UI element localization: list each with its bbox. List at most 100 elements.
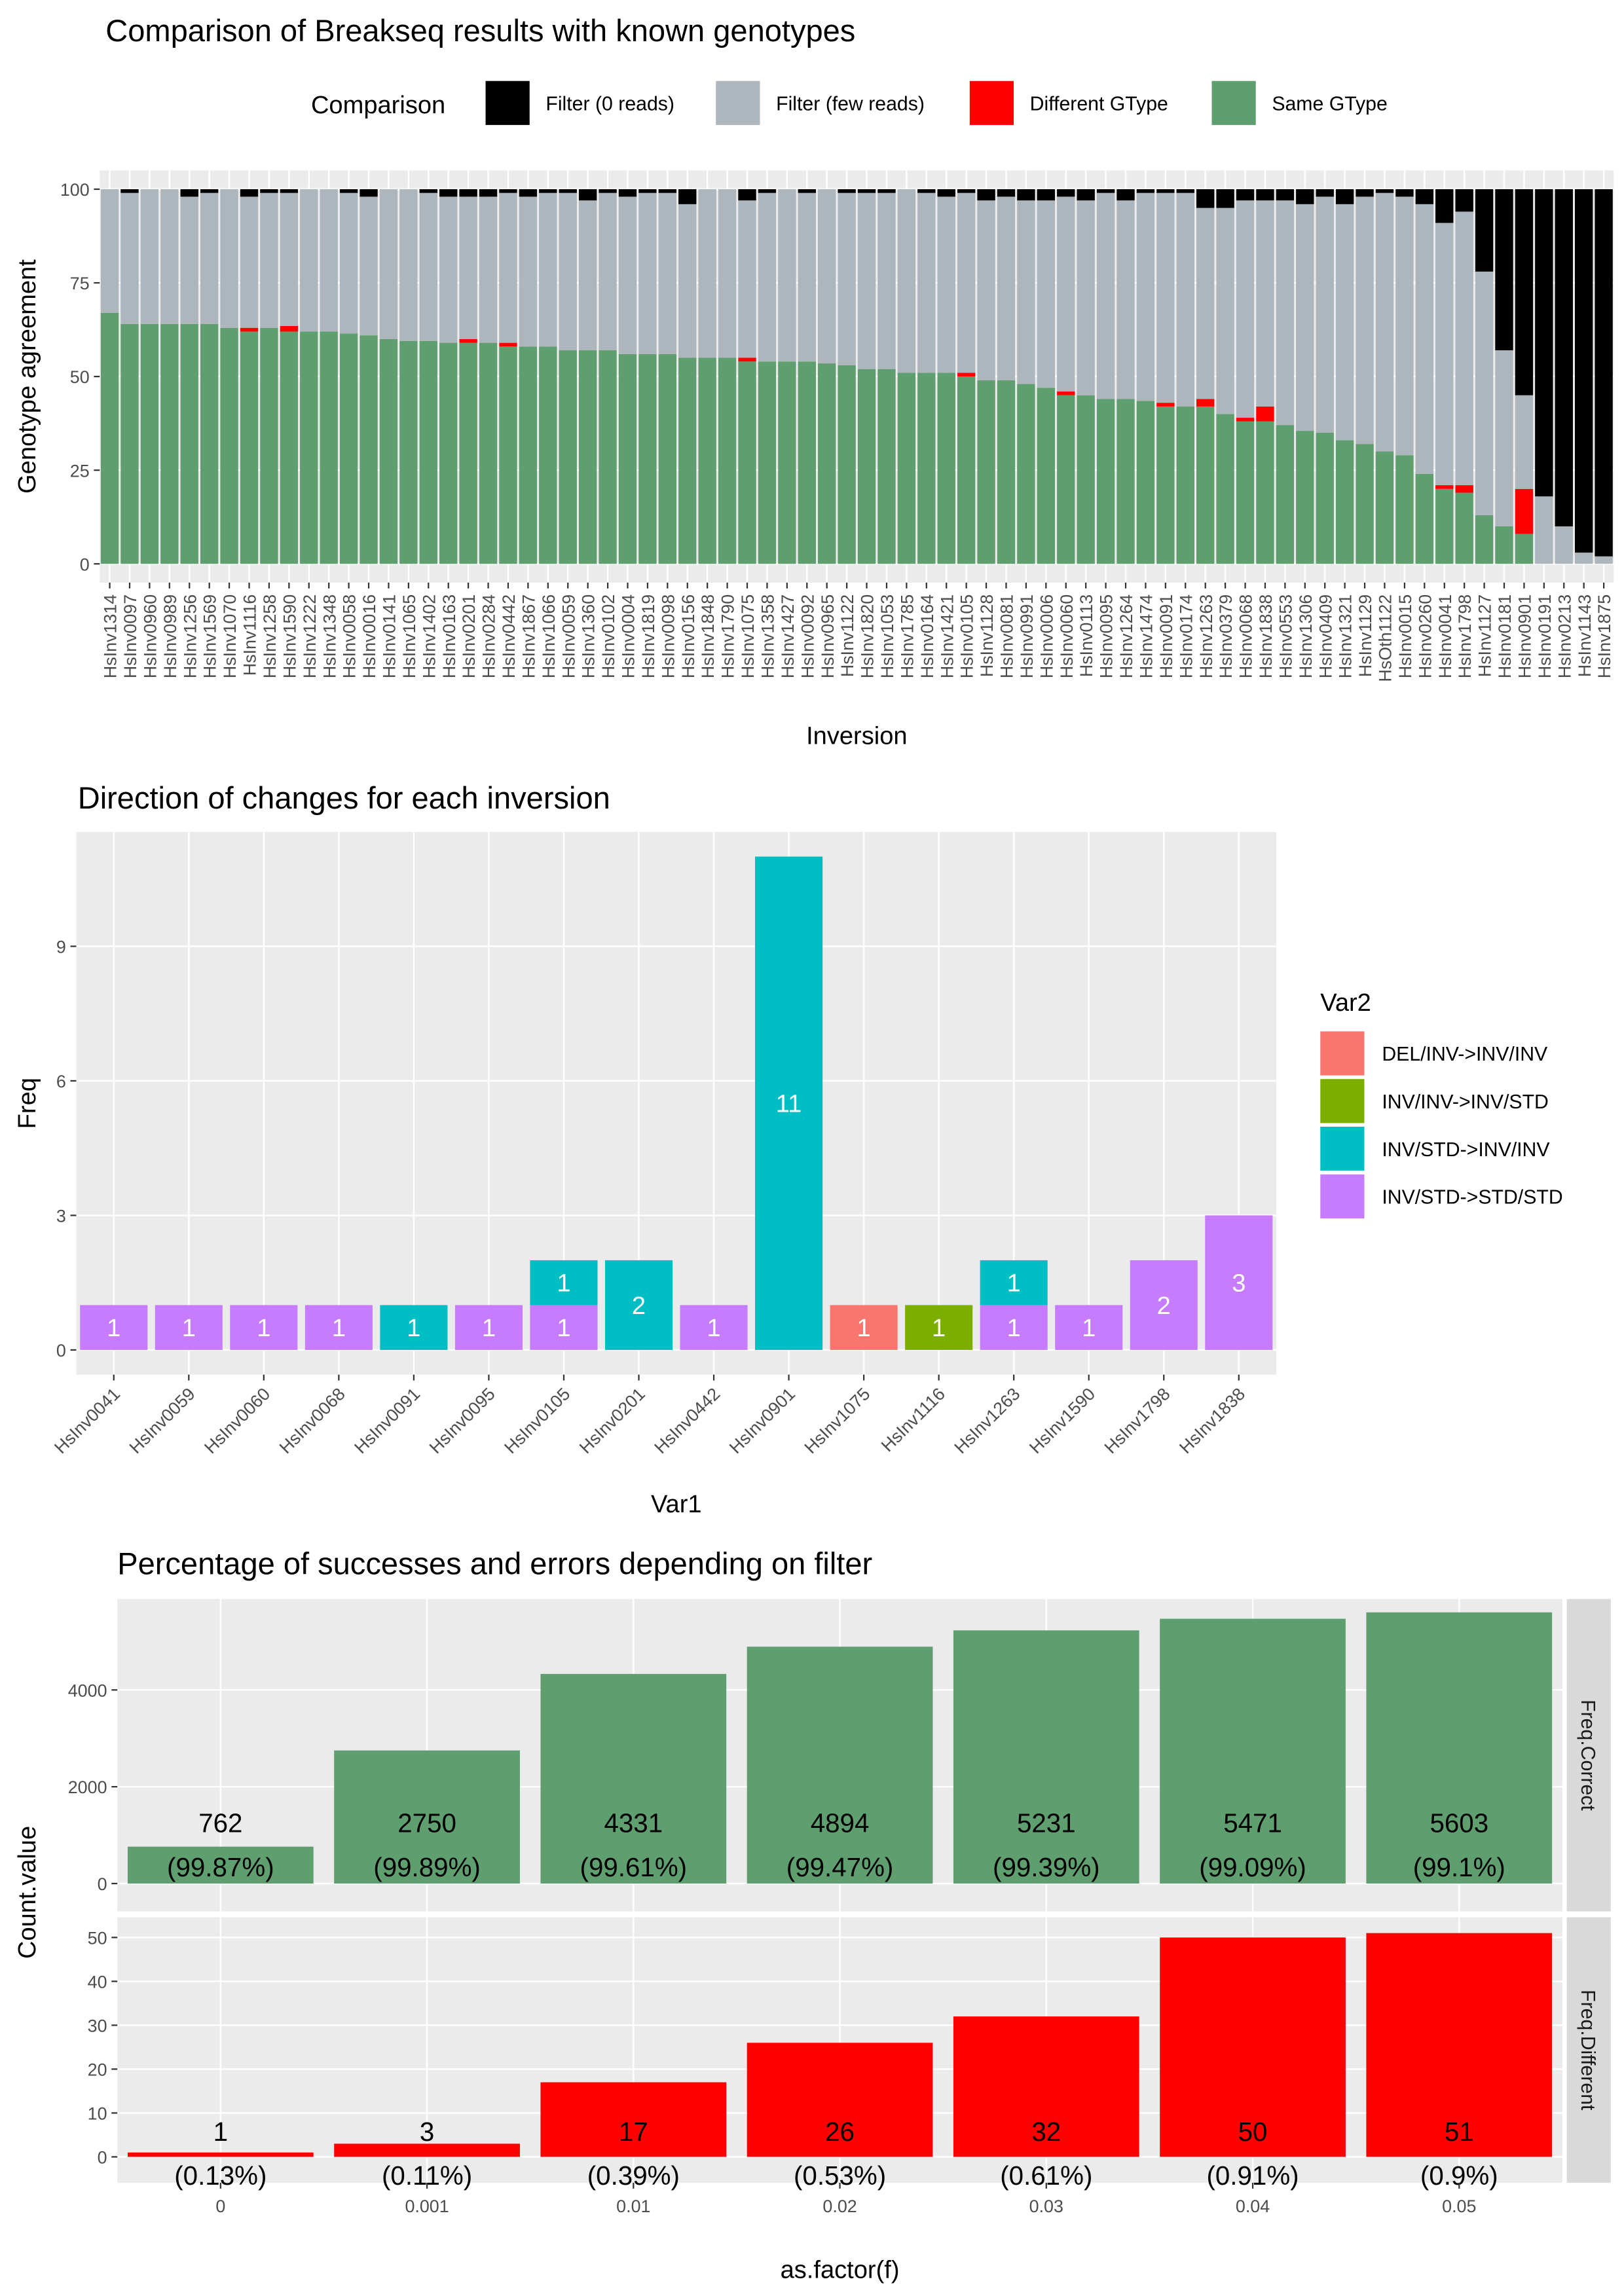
x-tick-label: HsInv0060 (200, 1384, 274, 1457)
bar-segment (857, 192, 876, 369)
bar-segment (155, 1305, 223, 1350)
bar-segment (1077, 395, 1095, 564)
bar-segment (539, 346, 557, 564)
bar-segment (1216, 189, 1234, 208)
bar-segment (160, 189, 179, 324)
x-tick-label: 0.01 (616, 2196, 650, 2216)
bar-segment (618, 189, 637, 197)
bar-segment (559, 350, 577, 564)
bar (540, 2082, 727, 2157)
bar-segment (1205, 1215, 1273, 1350)
bar-segment (280, 189, 299, 193)
bar-segment (604, 1260, 673, 1350)
bar-segment (419, 340, 437, 564)
chart-title: Comparison of Breakseq results with know… (105, 13, 855, 48)
bar-segment (818, 189, 836, 364)
data-label: 1 (257, 1315, 270, 1342)
data-label: 1 (707, 1315, 720, 1342)
x-tick-label: HsInv0091 (1156, 594, 1176, 678)
bar-segment (638, 189, 657, 193)
x-tick-label: HsInv1838 (1175, 1384, 1249, 1457)
bar-segment (1515, 488, 1534, 534)
x-tick-label: HsInv1427 (778, 594, 798, 678)
bar-segment (738, 189, 756, 201)
facet-label: Freq.Correct (1577, 1700, 1598, 1811)
bar-segment (1136, 401, 1155, 564)
bar-segment (1276, 189, 1295, 201)
bar-segment (1495, 526, 1513, 564)
legend-swatch (1320, 1079, 1365, 1123)
bar-segment (599, 189, 617, 193)
percent-label: (99.09%) (1199, 1852, 1306, 1882)
bar-segment (578, 350, 597, 564)
bar-segment (1356, 196, 1374, 445)
bar-segment (304, 1305, 373, 1350)
bar-segment (1196, 406, 1215, 564)
bar-segment (120, 192, 139, 324)
data-label: 11 (776, 1091, 802, 1118)
bar-segment (120, 323, 139, 564)
bar-segment (838, 189, 856, 193)
bar-segment (937, 373, 955, 564)
legend-title: Var2 (1320, 989, 1371, 1017)
y-tick-label: 100 (60, 180, 90, 200)
bar-segment (997, 380, 1016, 564)
x-tick-label: HsInv1128 (977, 594, 997, 678)
x-tick-label: HsInv0006 (1037, 594, 1056, 678)
bar-segment (1455, 485, 1473, 493)
x-tick-label: HsInv0041 (1435, 594, 1455, 678)
x-tick-label: HsInv1256 (180, 594, 200, 678)
bar-segment (1256, 189, 1274, 201)
bar-segment (1574, 189, 1593, 553)
bar-segment (638, 192, 657, 354)
bar-segment (200, 189, 219, 193)
bar-segment (1555, 189, 1573, 527)
bar-segment (738, 357, 756, 362)
bar (127, 2152, 314, 2157)
bar-segment (957, 189, 976, 193)
bar-segment (439, 196, 458, 343)
bar-segment (658, 354, 677, 564)
y-tick-label: 0 (80, 555, 90, 574)
y-tick-label: 6 (56, 1072, 66, 1091)
bar-segment (300, 189, 318, 332)
x-tick-label: HsInv0409 (1316, 594, 1335, 678)
bar-segment (1455, 211, 1473, 486)
bar-segment (877, 189, 896, 193)
bar-segment (1435, 223, 1454, 486)
bar-segment (1216, 414, 1234, 564)
bar-segment (260, 327, 278, 564)
bar-segment (1495, 350, 1513, 527)
x-tick-label: HsInv1402 (419, 594, 439, 678)
bar-segment (539, 192, 557, 347)
bar-segment (380, 1305, 448, 1350)
bar-segment (530, 1260, 598, 1305)
bar-segment (1574, 553, 1593, 564)
bar-segment (260, 189, 278, 193)
x-tick-label: HsInv0181 (1495, 594, 1515, 678)
x-tick-label: HsInv1785 (897, 594, 917, 678)
data-label: 1 (557, 1315, 570, 1342)
data-label: 1 (332, 1315, 346, 1342)
bar-segment (678, 357, 697, 564)
bar-segment (379, 338, 398, 564)
bar-segment (1335, 204, 1354, 441)
bar-segment (339, 192, 358, 334)
x-tick-label: HsInv0004 (619, 594, 638, 679)
x-tick-label: HsInv1122 (838, 594, 857, 678)
x-tick-label: HsInv0960 (140, 594, 160, 678)
bar-segment (519, 196, 538, 347)
value-label: 5603 (1430, 1808, 1488, 1838)
bar-segment (917, 373, 936, 564)
x-tick-label: HsInv1790 (718, 594, 738, 678)
bar-segment (980, 1305, 1048, 1350)
x-tick-label: HsInv0105 (957, 594, 977, 678)
bar-segment (937, 189, 955, 197)
x-tick-label: HsInv1258 (260, 594, 280, 678)
facet-label: Freq.Different (1577, 1990, 1598, 2111)
bar-segment (680, 1305, 748, 1350)
bar-segment (320, 331, 338, 564)
bar-segment (459, 196, 477, 339)
bar-segment (838, 192, 856, 365)
bar-segment (499, 189, 517, 193)
